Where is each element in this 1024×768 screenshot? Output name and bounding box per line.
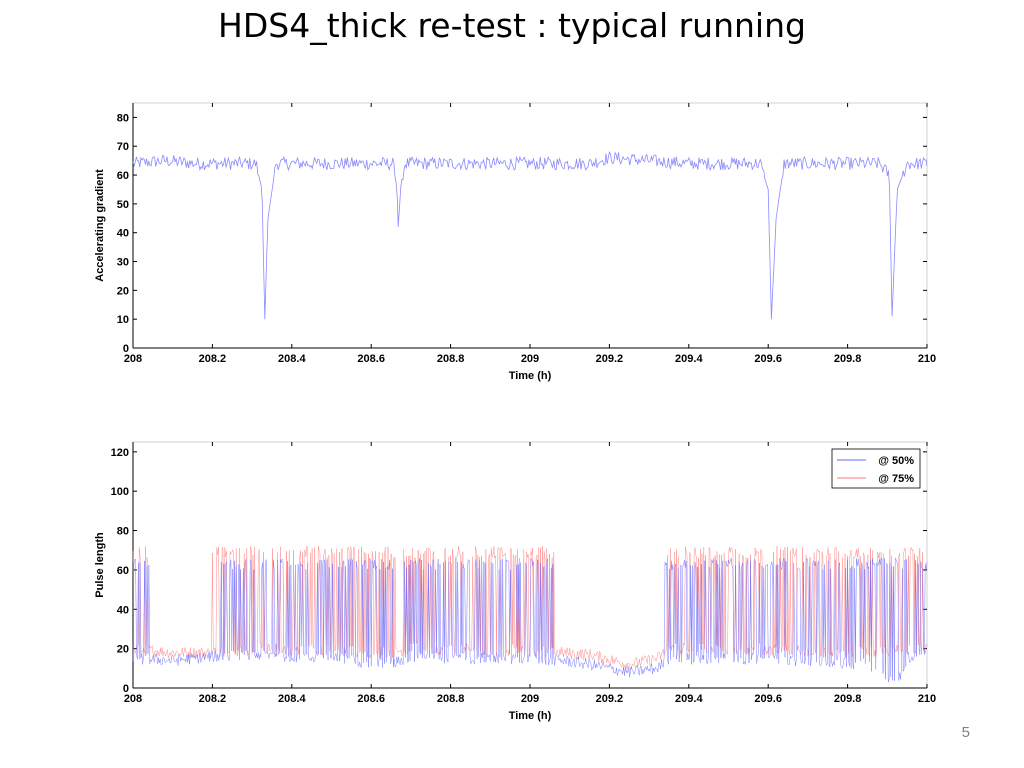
x-tick-label: 208.8 [437,693,465,705]
y-tick-label: 0 [123,683,129,695]
y-tick-label: 80 [117,526,129,538]
legend-box [831,448,921,489]
x-tick-label: 209 [521,353,539,365]
chart-accelerating-gradient: 208 208.2 208.4 208.6 208.8 209 209.2 209.4 209.… [94,102,936,382]
chart-pulse-length: 208 208.2 208.4 208.6 208.8 209 209.2 209.4 209.… [94,441,936,722]
x-tick-label: 209.8 [834,353,862,365]
y-tick-label: 10 [117,314,129,326]
y-tick-label: 0 [123,343,129,355]
x-tick-label: 208.4 [278,353,306,365]
x-tick-label: 210 [918,353,936,365]
page-number: 5 [961,724,970,741]
x-tick-label: 210 [918,693,936,705]
x-axis-label: Time (h) [509,370,552,382]
x-axis-label: Time (h) [509,710,552,722]
x-tick-label: 208 [124,353,142,365]
legend-label-50pct: @ 50% [878,455,914,467]
slide-title: HDS4_thick re-test : typical running [218,6,806,45]
series-line-50pct [132,557,928,683]
chart-legend: @ 50% @ 75% [831,448,921,489]
x-tick-label: 209.2 [596,353,624,365]
y-tick-label: 120 [111,447,129,459]
x-tick-label: 208.4 [278,693,306,705]
y-tick-label: 70 [117,141,129,153]
y-tick-label: 80 [117,112,129,124]
x-tick-label: 209.8 [834,693,862,705]
legend-label-75pct: @ 75% [878,473,914,485]
x-tick-label: 208 [124,693,142,705]
x-tick-label: 209.6 [754,353,782,365]
y-tick-label: 20 [117,644,129,656]
y-tick-label: 50 [117,199,129,211]
y-tick-label: 20 [117,285,129,297]
y-axis-label: Pulse length [94,532,106,598]
y-axis-label: Accelerating gradient [94,169,106,282]
series-line-gradient [132,151,928,320]
x-tick-label: 209.6 [754,693,782,705]
x-tick-label: 209.2 [596,693,624,705]
x-tick-label: 208.2 [199,693,227,705]
x-tick-label: 208.6 [357,353,385,365]
y-tick-label: 40 [117,228,129,240]
y-tick-label: 60 [117,565,129,577]
plot-frame-1 [132,102,928,349]
x-tick-label: 208.6 [357,693,385,705]
y-tick-label: 100 [111,486,129,498]
x-tick-label: 209 [521,693,539,705]
x-tick-label: 209.4 [675,353,703,365]
y-tick-label: 60 [117,170,129,182]
y-tick-label: 30 [117,257,129,269]
x-tick-label: 208.8 [437,353,465,365]
x-tick-label: 209.4 [675,693,703,705]
y-tick-label: 40 [117,604,129,616]
x-tick-label: 208.2 [199,353,227,365]
